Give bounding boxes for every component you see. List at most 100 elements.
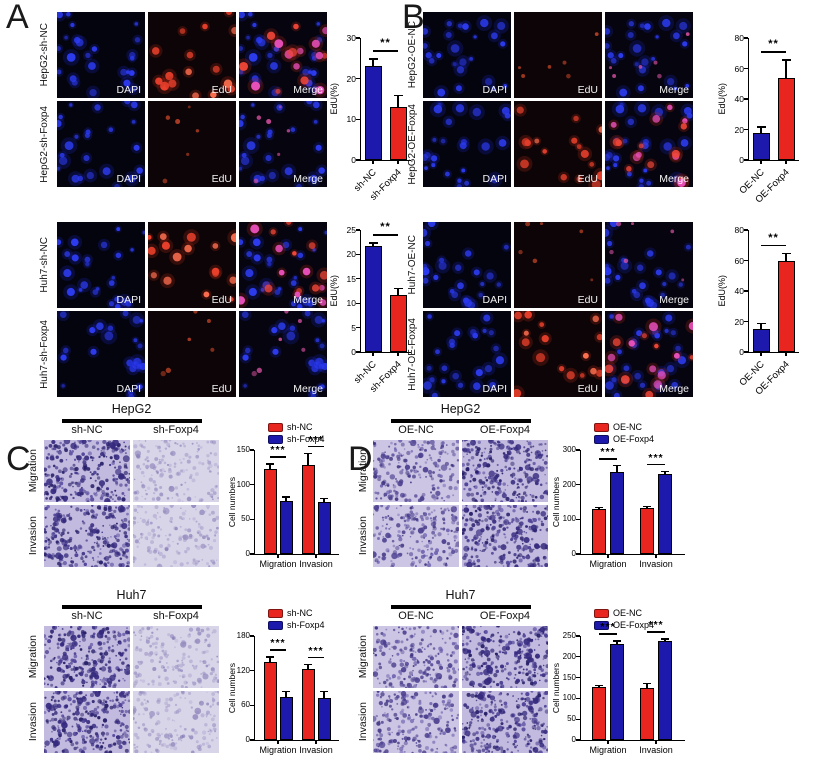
error-bar <box>307 452 309 466</box>
y-tick-label: 20 <box>734 316 744 327</box>
legend-label: OE-Foxp4 <box>613 434 655 444</box>
data-bar <box>364 246 382 352</box>
y-tick-mark <box>576 718 580 720</box>
transwell-image <box>462 626 548 688</box>
row-label: Huh7-OE-Foxp4 <box>404 311 420 397</box>
error-bar-cap <box>393 94 403 97</box>
row-label-text: HepG2-OE-NC <box>406 21 418 89</box>
column-label: sh-NC <box>71 424 103 436</box>
significance-line <box>599 633 617 635</box>
error-bar <box>616 640 618 645</box>
legend-item: OE-Foxp4 <box>594 434 654 444</box>
channel-label: Merge <box>659 173 689 185</box>
error-bar <box>760 126 762 134</box>
channel-label: Merge <box>659 84 689 96</box>
transwell-image <box>133 691 219 753</box>
error-bar <box>323 690 325 699</box>
y-tick-mark <box>356 302 360 304</box>
y-tick-mark <box>356 77 360 80</box>
y-tick-label: 40 <box>734 286 744 296</box>
channel-label: EdU <box>211 383 232 395</box>
y-tick-label: 100 <box>236 479 250 489</box>
row-label-text: Migration <box>357 449 369 493</box>
row-label-text: Invasion <box>27 702 39 742</box>
edu-image: EdU <box>514 222 602 308</box>
transwell-micrograph <box>44 505 130 567</box>
channel-label: DAPI <box>482 84 507 96</box>
legend-label: sh-Foxp4 <box>287 620 325 630</box>
y-axis-label: EdU(%) <box>328 230 340 352</box>
y-tick-label: 20 <box>346 73 356 84</box>
error-bar <box>785 252 787 261</box>
data-bar <box>389 107 407 160</box>
dapi-image: DAPI <box>423 12 511 98</box>
transwell-image <box>44 440 130 502</box>
error-bar-cap <box>613 464 621 467</box>
group-title: Huh7 <box>116 588 147 602</box>
y-tick-mark <box>250 635 254 637</box>
data-bar <box>752 329 770 352</box>
error-bar-cap <box>781 252 791 255</box>
fluorescence-micrograph <box>605 12 693 98</box>
fluorescence-micrograph <box>148 311 236 397</box>
plot-area <box>254 450 339 555</box>
y-tick-label: 15 <box>346 273 356 284</box>
y-tick-label: 300 <box>562 445 576 454</box>
row-label: HepG2-sh-Foxp4 <box>36 101 52 187</box>
channel-label: EdU <box>577 383 598 395</box>
x-category-label: Invasion <box>639 745 673 755</box>
significance-stars: ** <box>768 38 779 51</box>
fluorescence-micrograph <box>57 101 145 187</box>
significance-line <box>647 631 665 634</box>
y-tick-label: 80 <box>734 33 744 43</box>
significance-line <box>373 234 398 236</box>
channel-label: DAPI <box>482 173 507 185</box>
significance-line <box>308 445 324 448</box>
error-bar-cap <box>781 59 791 61</box>
y-tick-mark <box>744 259 748 262</box>
data-bar <box>279 500 293 554</box>
row-label: Migration <box>356 440 370 502</box>
panel-b-letter: B <box>402 0 425 36</box>
y-tick-mark <box>250 518 254 521</box>
transwell-image <box>373 626 459 688</box>
error-bar-cap <box>266 463 274 465</box>
error-bar <box>307 663 309 669</box>
significance-stars: ** <box>380 37 391 50</box>
channel-label: DAPI <box>116 383 141 395</box>
error-bar <box>664 470 666 475</box>
data-bar <box>364 66 382 160</box>
error-bar <box>372 242 374 247</box>
panel-a-letter: A <box>6 0 29 36</box>
row-label: Invasion <box>26 505 40 567</box>
y-tick-mark <box>250 669 254 672</box>
data-bar <box>658 474 672 554</box>
x-tick-mark <box>655 554 657 558</box>
transwell-image <box>133 440 219 502</box>
y-tick-label: 5 <box>351 322 356 333</box>
column-label: OE-NC <box>398 424 434 436</box>
row-label: HepG2-sh-NC <box>36 12 52 98</box>
y-tick-label: 180 <box>236 631 250 640</box>
error-bar <box>323 497 325 502</box>
x-tick-mark <box>397 352 399 356</box>
transwell-micrograph <box>373 691 459 753</box>
y-tick-label: 0 <box>351 347 356 357</box>
data-bar <box>592 508 606 554</box>
dapi-image: DAPI <box>57 101 145 187</box>
error-bar-cap <box>756 126 766 128</box>
y-tick-label: 60 <box>241 700 250 710</box>
merge-image: Merge <box>605 12 693 98</box>
transwell-image <box>373 440 459 502</box>
y-tick-mark <box>356 253 360 256</box>
plot-area <box>360 38 411 161</box>
fluorescence-micrograph <box>57 311 145 397</box>
legend-label: OE-Foxp4 <box>613 620 655 630</box>
fluorescence-micrograph <box>423 311 511 397</box>
y-tick-mark <box>250 739 254 741</box>
row-label-text: Huh7-sh-Foxp4 <box>38 319 50 389</box>
y-tick-mark <box>356 278 360 280</box>
merge-image: Merge <box>239 222 327 308</box>
y-tick-label: 200 <box>562 651 576 661</box>
x-tick-mark <box>372 160 374 164</box>
